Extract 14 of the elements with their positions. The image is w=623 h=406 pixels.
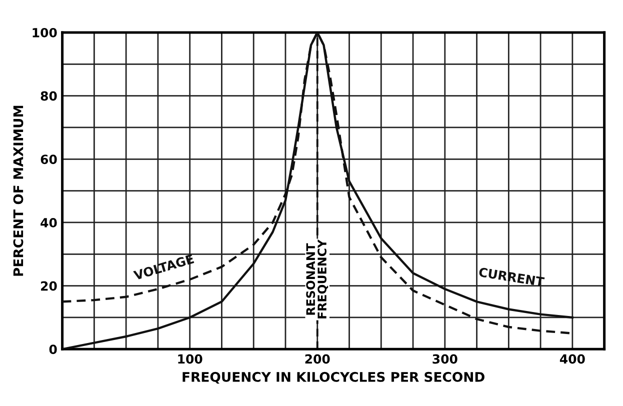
x-tick-label: 300	[432, 354, 458, 364]
ref-line-label: RESONANT FREQUENCY	[306, 239, 328, 318]
x-axis-title: FREQUENCY IN KILOCYCLES PER SECOND	[182, 372, 484, 384]
x-tick-label: 100	[178, 354, 202, 364]
text: CURRENT	[478, 267, 545, 287]
y-tick-label: 20	[41, 281, 57, 291]
y-tick-label: 40	[40, 218, 57, 228]
y-tick-label: 0	[49, 344, 57, 354]
x-tick-label: 400	[560, 354, 585, 364]
y-tick-label: 60	[40, 154, 57, 164]
x-tick-label: 200	[305, 354, 330, 364]
y-tick-label: 80	[40, 91, 57, 101]
y-axis-title: PERCENT OF MAXIMUM	[13, 106, 24, 276]
y-tick-label: 100	[32, 28, 57, 38]
